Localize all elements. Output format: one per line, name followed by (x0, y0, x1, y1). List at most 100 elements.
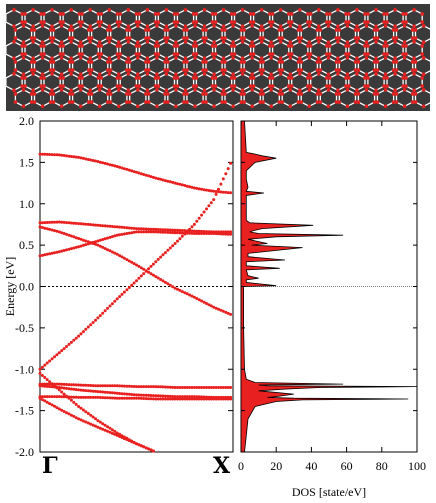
band-point (161, 253, 165, 257)
band-point (212, 232, 216, 235)
lattice-atom (229, 84, 234, 88)
lattice-atom (67, 92, 72, 96)
band-point (139, 444, 143, 448)
lattice-atom (239, 28, 243, 32)
band-point (214, 306, 218, 310)
lattice-atom (315, 100, 320, 104)
lattice-atom (117, 72, 121, 77)
band-point (103, 396, 107, 400)
lattice-atom (308, 84, 313, 88)
lattice-atom (61, 44, 65, 48)
lattice-atom (421, 56, 426, 60)
band-point (188, 185, 192, 189)
lattice-atom (50, 72, 54, 76)
band-point (57, 250, 61, 254)
band-point (74, 221, 78, 225)
band-point (62, 232, 66, 235)
band-point (151, 397, 155, 401)
band-point (40, 152, 44, 156)
lattice-atom (347, 20, 351, 24)
lattice-atom (70, 68, 75, 72)
lattice-atom (344, 12, 348, 16)
lattice-atom (420, 52, 425, 56)
lattice-atom (125, 92, 129, 96)
band-point (197, 395, 201, 399)
lattice-atom (126, 40, 131, 44)
band-point (200, 213, 204, 217)
lattice-atom (13, 92, 18, 96)
lattice-atom (364, 56, 369, 60)
band-point (202, 386, 206, 389)
lattice-atom (156, 12, 161, 16)
lattice-atom (280, 92, 285, 96)
band-point (77, 334, 81, 338)
band-point (168, 228, 172, 232)
lattice-atom (108, 36, 113, 40)
band-point (190, 397, 194, 401)
lattice-atom (172, 84, 177, 88)
band-point (156, 276, 160, 280)
lattice-atom (174, 88, 178, 92)
band-point (149, 397, 153, 401)
band-point (226, 191, 230, 195)
band-point (217, 397, 220, 401)
band-point (115, 233, 119, 237)
band-point (171, 180, 175, 184)
lattice-atom (412, 72, 416, 76)
band-point (89, 384, 93, 387)
band-point (91, 384, 95, 388)
band-point (81, 383, 85, 387)
lattice-atom (345, 40, 350, 45)
lattice-atom (223, 68, 227, 72)
lattice-atom (326, 104, 331, 109)
lattice-atom (268, 44, 272, 48)
band-point (173, 181, 177, 185)
lattice-atom (31, 88, 35, 93)
lattice-atom (277, 28, 282, 32)
band-point (159, 255, 163, 259)
band-point (43, 253, 47, 257)
band-point (209, 397, 213, 401)
lattice-atom (355, 8, 359, 12)
band-point (40, 395, 44, 399)
lattice-atom (88, 72, 92, 76)
lattice-atom (318, 28, 323, 32)
band-point (151, 394, 155, 398)
lattice-atom (32, 28, 37, 32)
lattice-atom (221, 24, 226, 29)
lattice-atom (298, 8, 302, 12)
lattice-atom (155, 56, 159, 60)
band-point (168, 231, 172, 234)
band-point (144, 397, 148, 401)
lattice-atom (23, 76, 27, 80)
band-point (122, 290, 126, 294)
lattice-atom (97, 56, 102, 60)
band-point (173, 228, 177, 232)
band-point (77, 405, 81, 408)
lattice-atom (261, 68, 265, 72)
band-point (106, 162, 109, 166)
band-point (176, 397, 179, 401)
lattice-atom (67, 28, 72, 32)
band-point (178, 288, 182, 292)
lattice-atom (58, 84, 62, 88)
lattice-atom (344, 44, 348, 48)
lattice-atom (220, 92, 224, 96)
band-point (84, 383, 88, 387)
band-point (127, 259, 131, 263)
lattice-atom (107, 88, 112, 93)
lattice-atom (221, 40, 226, 44)
lattice-atom (334, 100, 339, 104)
lattice-atom (307, 56, 312, 60)
band-point (38, 152, 42, 156)
band-point (185, 231, 189, 235)
lattice-atom (23, 12, 27, 16)
lattice-atom (125, 36, 129, 40)
band-point (137, 393, 141, 397)
band-point (118, 392, 122, 395)
band-point (188, 395, 192, 399)
band-point (183, 231, 187, 235)
lattice-atom (21, 40, 26, 45)
band-point (132, 441, 136, 445)
lattice-atom (404, 52, 408, 56)
